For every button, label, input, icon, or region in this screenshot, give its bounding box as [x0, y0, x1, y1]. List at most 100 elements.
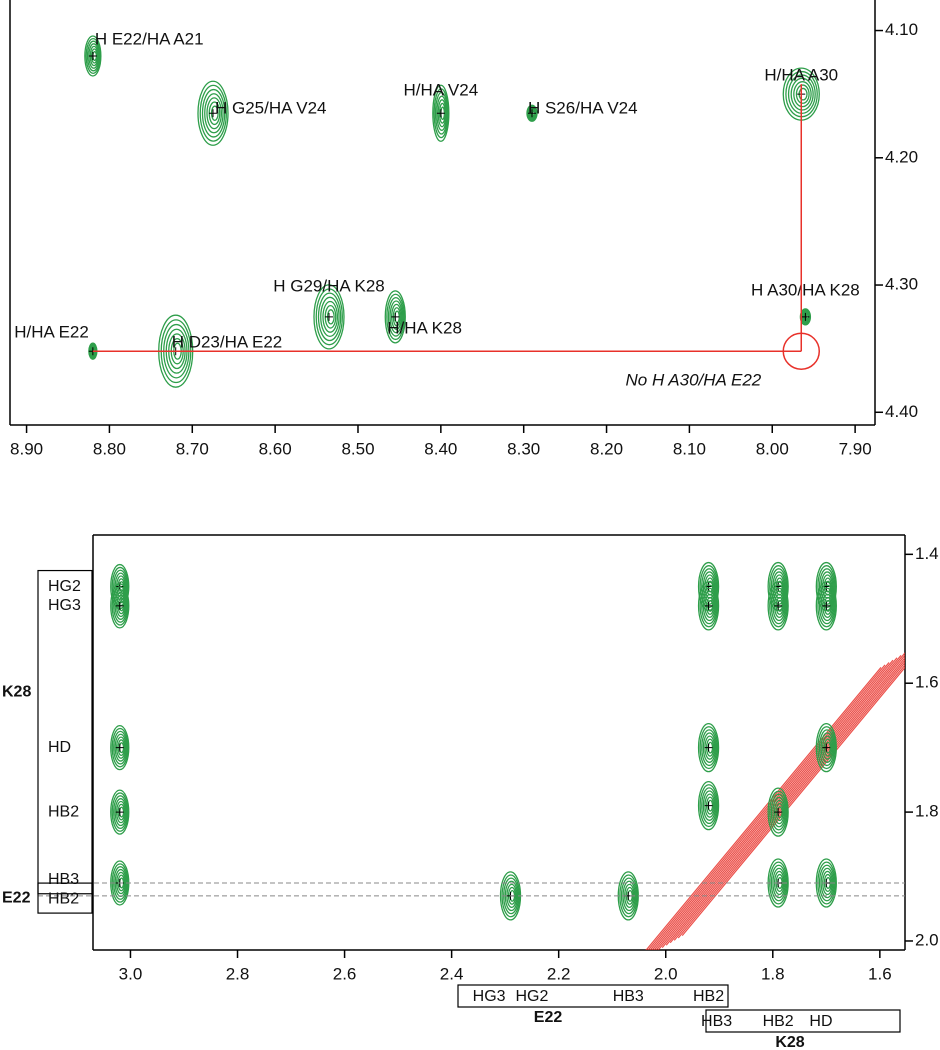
contour [702, 790, 717, 821]
atom-label: HG2 [48, 578, 81, 595]
contour [820, 732, 834, 763]
contour [767, 787, 789, 837]
peak [84, 35, 102, 77]
contour [818, 729, 835, 767]
x-tick-label: 8.60 [259, 439, 292, 458]
missing-peak [782, 332, 821, 370]
atom-label: HD [809, 1013, 832, 1030]
peak-cross [774, 601, 783, 610]
contour [201, 88, 226, 138]
contour [795, 84, 810, 104]
contour [769, 790, 788, 834]
contour [197, 80, 229, 146]
contour [113, 795, 128, 830]
contour [204, 93, 224, 134]
peak [432, 84, 450, 142]
contour [699, 584, 719, 628]
contour [386, 293, 405, 341]
contour [815, 581, 837, 631]
contour [818, 587, 835, 625]
x-tick-label: 2.0 [654, 964, 678, 983]
peak-cross [324, 312, 333, 321]
peak [110, 583, 130, 629]
x-tick-label: 8.70 [176, 439, 209, 458]
x-tick-label: 8.30 [507, 439, 540, 458]
peak-cross [774, 808, 783, 817]
x-tick-label: 1.6 [868, 964, 892, 983]
peak [617, 871, 639, 921]
peak [526, 104, 538, 122]
contour [620, 877, 637, 915]
peak-cross [208, 109, 217, 118]
peak [815, 858, 837, 908]
peak-cross [115, 808, 124, 817]
contour [206, 97, 223, 130]
atom-label: HB2 [48, 803, 79, 820]
peak-label: H/HA K28 [387, 318, 462, 337]
contour [702, 732, 717, 763]
contour [790, 77, 814, 111]
x-tick-label: 1.8 [761, 964, 785, 983]
contour [199, 84, 227, 142]
group-label: E22 [534, 1009, 563, 1026]
x-tick-label: 2.6 [333, 964, 357, 983]
contour [793, 81, 812, 108]
contour [817, 726, 836, 770]
diagonal-contour [645, 666, 882, 950]
label-box [37, 882, 93, 914]
peak [197, 80, 229, 146]
contour [432, 84, 450, 142]
contour [701, 729, 718, 767]
y-tick-label: 4.10 [885, 20, 918, 39]
contour [111, 792, 129, 832]
contour [770, 587, 787, 625]
atom-label: HB3 [48, 871, 79, 888]
peak-label: H E22/HA A21 [95, 29, 204, 48]
peak [815, 581, 837, 631]
contour [772, 590, 786, 622]
contour [387, 296, 404, 337]
atom-label: HB2 [763, 1013, 794, 1030]
contour [701, 568, 718, 605]
diagonal-contour [649, 662, 890, 950]
contour [699, 726, 719, 770]
contour [701, 587, 718, 625]
peak [815, 723, 837, 773]
label-box [705, 1009, 901, 1033]
contour [820, 590, 834, 622]
contour [772, 796, 786, 828]
peak-cross [88, 51, 97, 60]
atom-label: HB2 [48, 890, 79, 907]
y-tick-label: 4.20 [885, 147, 918, 166]
atom-label: HD [48, 739, 71, 756]
contour [111, 586, 129, 626]
peak-label: H G29/HA K28 [273, 276, 385, 295]
contour [113, 588, 128, 623]
peak-label: H D23/HA E22 [172, 333, 283, 352]
diagonal-contour [677, 664, 905, 939]
diagonal-contour [673, 661, 905, 941]
diagonal-contour [665, 656, 905, 946]
x-tick-label: 3.0 [119, 964, 143, 983]
contour [86, 40, 101, 72]
contour [701, 787, 718, 825]
contour [313, 284, 345, 350]
peak-cross [391, 312, 400, 321]
contour [770, 793, 787, 831]
plot [110, 561, 905, 950]
y-tick-label: 4.40 [885, 402, 918, 421]
contour [320, 296, 340, 338]
x-tick-label: 8.20 [590, 439, 623, 458]
contour [389, 300, 403, 334]
contour [770, 568, 787, 605]
peak-cross [436, 109, 445, 118]
x-tick-label: 2.8 [226, 964, 250, 983]
contour [702, 590, 717, 622]
x-tick-label: 8.90 [10, 439, 43, 458]
group-label: K28 [775, 1034, 804, 1050]
y-tick-label: 1.8 [915, 802, 939, 821]
peak [697, 723, 720, 773]
contour [114, 591, 127, 620]
peak-label: H/HA V24 [404, 81, 479, 100]
label-box [457, 984, 729, 1008]
